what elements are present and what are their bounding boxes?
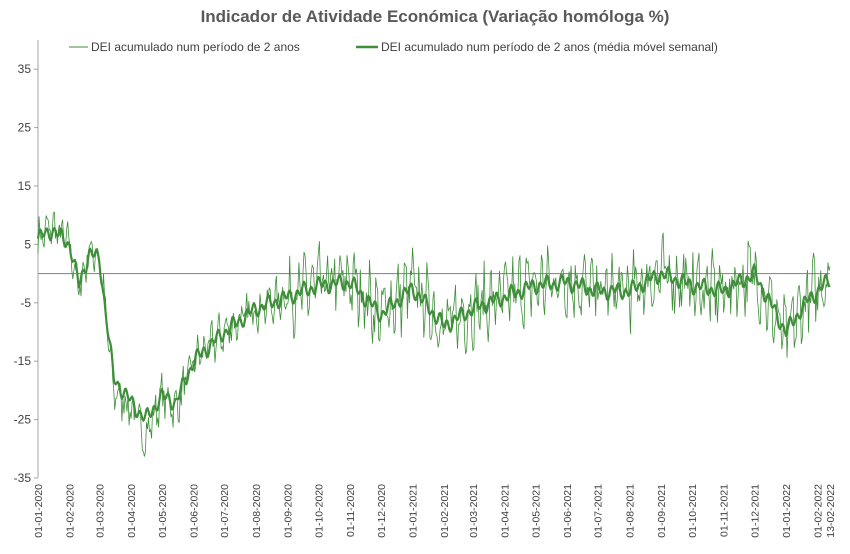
series-line-weekly-average: [36, 226, 831, 422]
x-tick-label: 01-07-2021: [593, 484, 605, 538]
chart-title: Indicador de Atividade Económica (Variaç…: [201, 7, 670, 26]
x-tick-label: 01-04-2021: [500, 484, 512, 538]
x-tick-label: 01-10-2020: [313, 484, 325, 538]
y-tick-label: 5: [24, 237, 31, 251]
legend: DEI acumulado num período de 2 anos DEI …: [69, 40, 718, 54]
x-tick-label: 01-10-2021: [687, 484, 699, 538]
x-axis: 01-01-2020 01-02-2020 01-03-2020 01-04-2020…: [33, 273, 837, 538]
x-tick-label: 01-03-2020: [94, 484, 106, 538]
legend-label-weekly: DEI acumulado num período de 2 anos (méd…: [381, 40, 718, 54]
x-tick-label: 01-05-2021: [530, 484, 542, 538]
x-tick-label: 01-01-2020: [33, 484, 45, 538]
x-tick-label: 01-09-2020: [283, 484, 295, 538]
x-tick-label: 01-07-2020: [219, 484, 231, 538]
x-tick-label: 01-05-2020: [157, 484, 169, 538]
x-tick-label: 01-11-2020: [345, 484, 357, 537]
x-tick-label: 01-04-2020: [126, 484, 138, 538]
x-tick-label: 01-12-2021: [749, 484, 761, 538]
x-tick-label: 01-08-2020: [251, 484, 263, 538]
x-tick-label: 01-02-2020: [65, 484, 77, 538]
plot-area: [36, 211, 831, 457]
y-tick-label: 35: [18, 62, 32, 76]
x-tick-label: 01-09-2021: [656, 484, 668, 538]
y-tick-label: -25: [14, 413, 32, 427]
y-tick-label: 15: [18, 179, 32, 193]
y-tick-label: -5: [20, 296, 31, 310]
x-tick-label: 01-06-2020: [189, 484, 201, 538]
x-tick-label: 01-11-2021: [719, 484, 731, 537]
x-tick-label: 01-02-2022: [813, 484, 825, 538]
y-axis: 35 25 15 5 -5 -15 -25 -35: [14, 40, 39, 485]
x-tick-label: 01-06-2021: [562, 484, 574, 538]
y-tick-label: 25: [18, 121, 32, 135]
x-tick-label: 13-02-2022: [825, 484, 837, 538]
x-tick-label: 01-12-2020: [376, 484, 388, 538]
x-tick-label: 01-01-2021: [408, 484, 420, 538]
x-tick-label: 01-08-2021: [624, 484, 636, 538]
y-tick-label: -15: [14, 354, 32, 368]
x-tick-label: 01-02-2021: [439, 484, 451, 538]
legend-label-daily: DEI acumulado num período de 2 anos: [91, 40, 300, 54]
x-tick-label: 01-03-2021: [468, 484, 480, 538]
y-tick-label: -35: [14, 471, 32, 485]
x-tick-label: 01-01-2022: [781, 484, 793, 538]
series-line-daily: [37, 211, 831, 457]
